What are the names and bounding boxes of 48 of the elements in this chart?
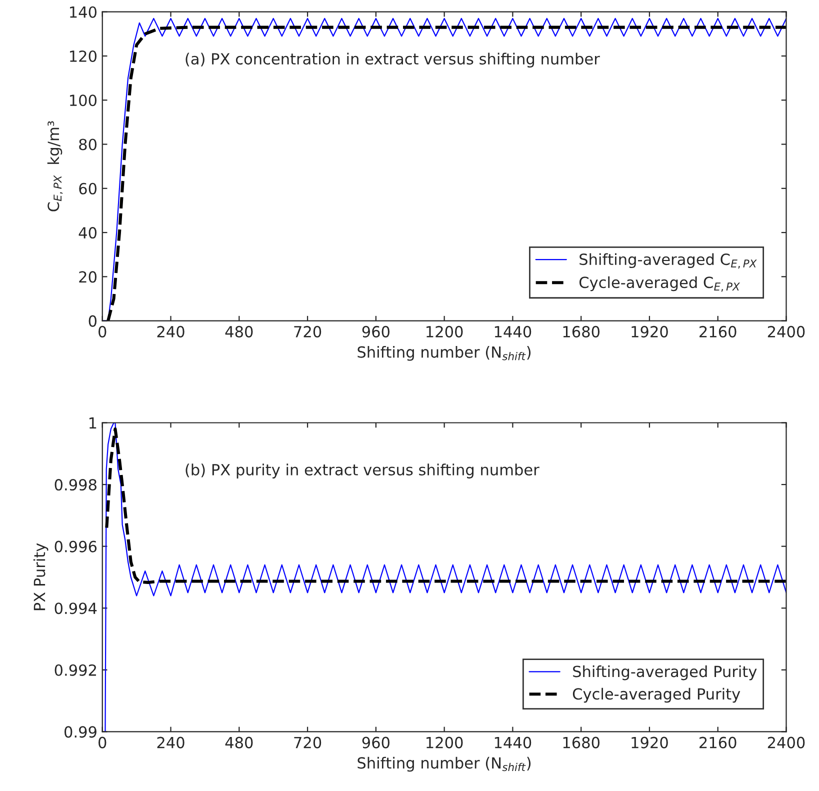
x-tick-label: 240 <box>157 326 184 338</box>
legend-label: Cycle-averaged C$_{E,PX}$ <box>579 276 740 292</box>
x-tick-label: 720 <box>294 736 322 748</box>
x-tick-label: 240 <box>157 736 184 748</box>
x-tick-label: 1440 <box>494 326 532 338</box>
legend-label: Shifting-averaged C$_{E,PX}$ <box>580 253 757 269</box>
y-tick-label: 40 <box>78 226 96 239</box>
x-tick-label: 2160 <box>700 326 736 338</box>
y-tick-label: 0.998 <box>54 478 96 491</box>
y-axis-title: C$_{E,PX}$ kg/m³ <box>47 121 63 212</box>
line-series <box>104 422 786 732</box>
y-tick-label: 0.992 <box>54 664 96 676</box>
x-tick-label: 960 <box>362 736 390 748</box>
annotation: (b) PX purity in extract versus shifting number <box>186 464 540 478</box>
x-tick-label: 2160 <box>700 736 736 748</box>
y-tick-label: 1 <box>89 417 96 429</box>
legend-label: Shifting-averaged Purity <box>573 665 757 680</box>
y-tick-label: 60 <box>79 182 96 194</box>
x-axis-title: Shifting number (N$_{shift}$) <box>358 756 531 772</box>
x-tick-label: 1680 <box>563 326 600 338</box>
y-tick-label: 100 <box>70 94 96 106</box>
x-tick-label: 1920 <box>632 326 668 338</box>
y-tick-label: 120 <box>70 50 96 62</box>
line-series <box>105 427 786 584</box>
x-tick-label: 2400 <box>768 326 805 338</box>
x-tick-label: 480 <box>225 736 253 748</box>
y-tick-label: 0.996 <box>54 540 97 552</box>
y-tick-label: 0 <box>88 315 96 327</box>
x-tick-label: 720 <box>294 326 322 338</box>
annotation: (a) PX concentration in extract versus shifting number <box>186 52 600 68</box>
x-tick-label: 0 <box>98 326 106 338</box>
x-tick-label: 480 <box>225 326 253 338</box>
y-tick-label: 20 <box>79 271 96 283</box>
x-tick-label: 1440 <box>494 736 532 748</box>
x-tick-label: 2400 <box>768 736 805 748</box>
x-tick-label: 1200 <box>426 326 463 338</box>
x-tick-label: 1920 <box>632 736 668 748</box>
y-tick-label: 0.99 <box>64 726 96 738</box>
y-tick-label: 80 <box>79 138 96 150</box>
x-tick-label: 1200 <box>426 736 463 748</box>
y-tick-label: 0.994 <box>54 602 97 614</box>
y-axis-title: PX Purity <box>33 543 48 610</box>
x-axis-title: Shifting number (N$_{shift}$) <box>358 346 531 361</box>
x-tick-label: 0 <box>98 736 106 748</box>
x-tick-label: 1680 <box>563 736 600 748</box>
y-tick-label: 140 <box>70 6 96 18</box>
x-tick-label: 960 <box>362 326 390 338</box>
legend-label: Cycle-averaged Purity <box>572 688 740 703</box>
